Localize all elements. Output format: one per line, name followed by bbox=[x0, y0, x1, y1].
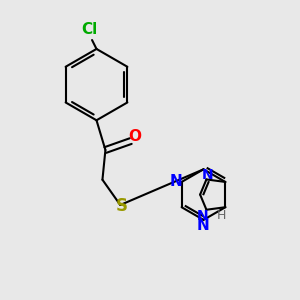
Text: N: N bbox=[169, 175, 182, 190]
Text: N: N bbox=[196, 209, 208, 223]
Text: H: H bbox=[217, 209, 226, 222]
Text: Cl: Cl bbox=[81, 22, 97, 37]
Text: O: O bbox=[129, 129, 142, 144]
Text: N: N bbox=[197, 218, 210, 233]
Text: N: N bbox=[202, 168, 214, 182]
Text: S: S bbox=[116, 197, 128, 215]
